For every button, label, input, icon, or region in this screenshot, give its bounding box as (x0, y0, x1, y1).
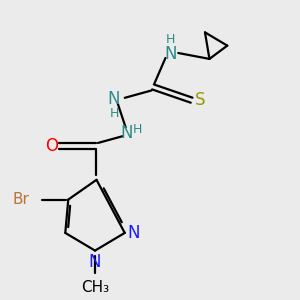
Text: N: N (120, 124, 133, 142)
Text: O: O (45, 137, 58, 155)
Text: N: N (165, 46, 177, 64)
Text: N: N (107, 90, 120, 108)
Text: N: N (89, 253, 101, 271)
Text: N: N (128, 224, 140, 242)
Text: Br: Br (12, 192, 29, 207)
Text: H: H (166, 33, 176, 46)
Text: CH₃: CH₃ (81, 280, 109, 295)
Text: H: H (110, 107, 119, 120)
Text: H: H (133, 123, 142, 136)
Text: S: S (195, 91, 206, 109)
